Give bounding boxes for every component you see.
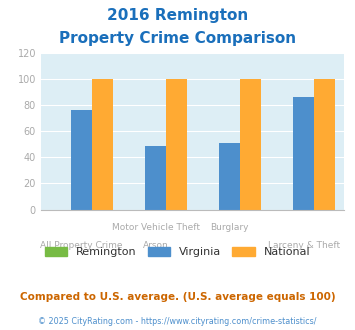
Text: 2016 Remington: 2016 Remington [107, 8, 248, 23]
Text: © 2025 CityRating.com - https://www.cityrating.com/crime-statistics/: © 2025 CityRating.com - https://www.city… [38, 317, 317, 326]
Text: Burglary: Burglary [211, 223, 249, 232]
Text: All Property Crime: All Property Crime [40, 241, 123, 250]
Text: Larceny & Theft: Larceny & Theft [268, 241, 340, 250]
Bar [145, 146, 166, 210]
Bar [314, 79, 335, 210]
Text: Motor Vehicle Theft: Motor Vehicle Theft [111, 223, 200, 232]
Bar [240, 79, 261, 210]
Bar [166, 79, 187, 210]
Bar [92, 79, 113, 210]
Bar [71, 110, 92, 210]
Text: Property Crime Comparison: Property Crime Comparison [59, 31, 296, 46]
Bar [219, 143, 240, 210]
Text: Arson: Arson [143, 241, 168, 250]
Text: Compared to U.S. average. (U.S. average equals 100): Compared to U.S. average. (U.S. average … [20, 292, 335, 302]
Bar [293, 97, 314, 210]
Legend: Remington, Virginia, National: Remington, Virginia, National [40, 242, 315, 262]
